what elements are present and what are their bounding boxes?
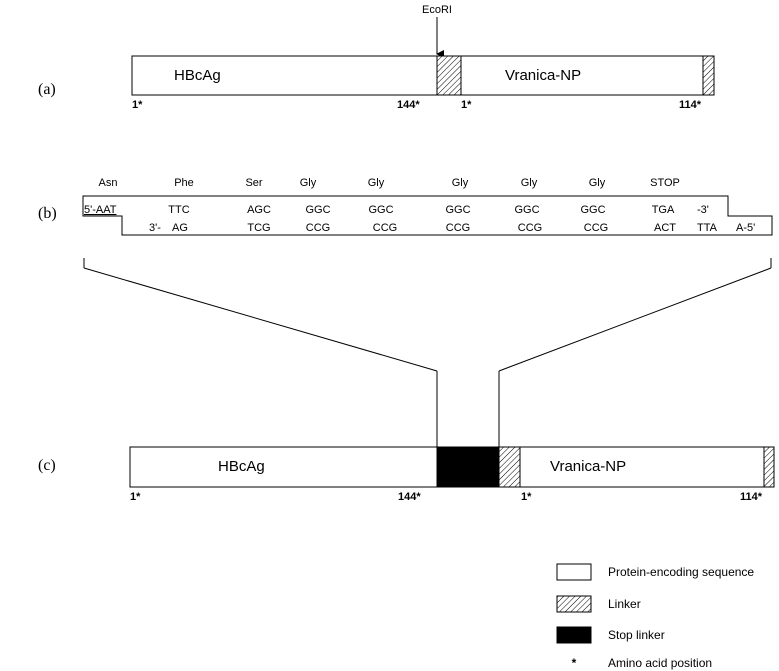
top-strand-codon: TGA [652,204,675,216]
amino-acid-stop: STOP [650,177,680,189]
top-strand-codon: TTC [168,204,189,216]
vranica-np-segment-a [460,55,704,96]
legend-swatch-protein [556,563,592,581]
amino-acid: Gly [368,177,385,189]
bottom-strand-end: A-5' [736,222,755,234]
position-label-a-2: 144* [397,99,420,111]
top-strand-codon: AGC [247,204,271,216]
top-strand-codon: GGC [514,204,539,216]
vranica-np-segment-c [519,446,765,488]
amino-acid: Gly [300,177,317,189]
bottom-strand-codon: AG [172,222,188,234]
hbcag-label-c: HBcAg [218,458,265,475]
panel-b-label: (b) [38,205,57,222]
bottom-strand-codon: TTA [697,222,718,234]
legend: Protein-encoding sequence Linker Stop li… [556,563,754,670]
panel-c-label: (c) [38,457,56,474]
end-linker-segment-c [763,446,775,488]
linker-segment-a [436,55,462,96]
top-strand-codon: GGC [305,204,330,216]
legend-swatch-stop-linker [556,626,592,644]
position-label-a-3: 1* [461,99,472,111]
top-strand-codon: GGC [368,204,393,216]
position-label-a-1: 1* [132,99,143,111]
legend-swatch-linker [556,595,592,613]
bottom-strand-start: 3'- [149,222,161,234]
panel-b: (b) Asn Phe Ser Gly Gly Gly Gly Gly STOP… [38,177,773,236]
legend-label-amino-acid-position: Amino acid position [608,656,712,670]
ecori-site-label: EcoRI [422,4,452,16]
bottom-strand-codon: ACT [654,222,676,234]
stop-linker-segment-c [436,446,500,488]
position-label-a-4: 114* [679,99,702,111]
legend-label-protein: Protein-encoding sequence [608,565,754,579]
position-label-c-1: 1* [130,491,141,503]
bottom-strand-codon: CCG [373,222,397,234]
bottom-strand-codon: TCG [247,222,270,234]
position-label-c-4: 114* [740,491,763,503]
position-label-c-2: 144* [398,491,421,503]
vranica-np-label-c: Vranica-NP [550,458,626,475]
top-strand-codon: GGC [580,204,605,216]
bottom-strand-codon: CCG [306,222,330,234]
amino-acid: Phe [174,177,194,189]
hbcag-label-a: HBcAg [174,67,221,84]
bottom-strand-codon: CCG [518,222,542,234]
amino-acid: Ser [245,177,262,189]
amino-acid: Gly [589,177,606,189]
amino-acid: Gly [452,177,469,189]
top-strand-codon: GGC [445,204,470,216]
top-strand-end: -3' [697,204,709,216]
legend-label-linker: Linker [608,597,641,611]
linker-sequence-box [82,195,773,236]
panel-c: (c) HBcAg Vranica-NP 1* 144* 1* 114* [38,446,775,503]
bottom-strand-codon: CCG [446,222,470,234]
panel-a: (a) EcoRI HBcAg Vranica-NP 1* 144* 1* 11… [38,4,715,111]
top-strand-start: 5'-AAT [84,204,117,216]
amino-acid: Gly [521,177,538,189]
bottom-strand-codon: CCG [584,222,608,234]
linker-segment-c [498,446,521,488]
legend-asterisk-symbol: * [572,656,577,670]
amino-acid: Asn [99,177,118,189]
vranica-np-label-a: Vranica-NP [505,67,581,84]
position-label-c-3: 1* [521,491,532,503]
hbcag-segment-c [129,446,438,488]
end-linker-segment-a [702,55,715,96]
legend-label-stop-linker: Stop linker [608,628,665,642]
zoom-connector [83,258,772,447]
panel-a-label: (a) [38,81,56,98]
